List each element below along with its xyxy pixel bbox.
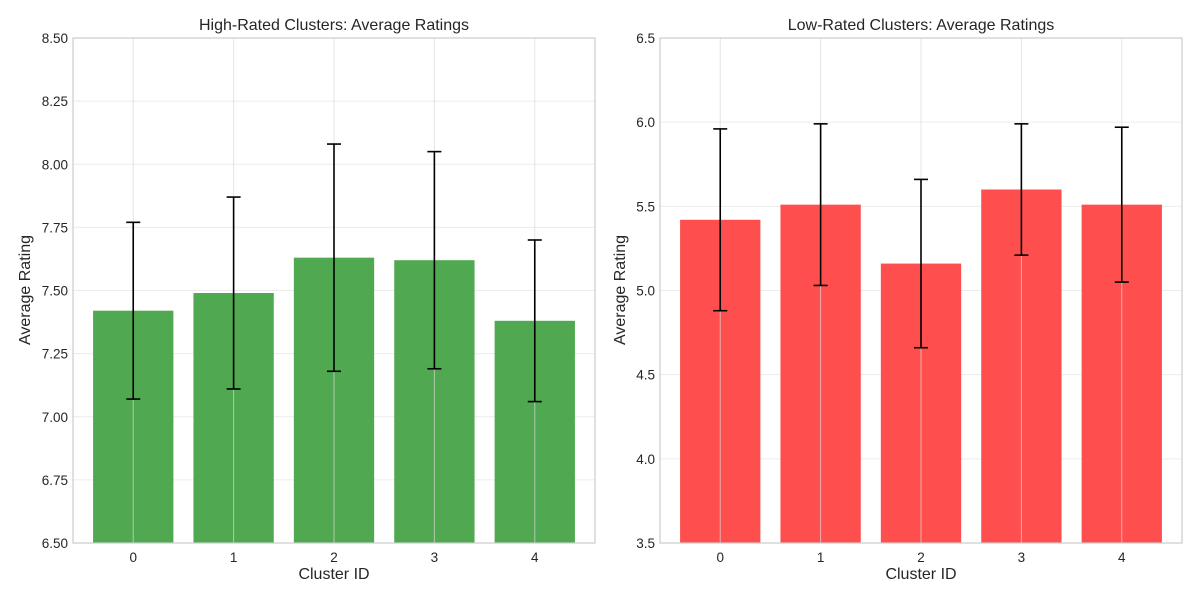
x-tick-label: 1 — [817, 550, 825, 565]
x-axis-label: Cluster ID — [885, 566, 956, 583]
x-tick-label: 1 — [230, 550, 238, 565]
chart-title: Low-Rated Clusters: Average Ratings — [788, 17, 1055, 34]
x-tick-label: 0 — [716, 550, 724, 565]
y-tick-label: 4.5 — [636, 368, 655, 383]
x-tick-label: 2 — [917, 550, 925, 565]
error-bar-cluster-3 — [427, 150, 442, 370]
error-bar-cluster-4 — [1114, 126, 1129, 283]
error-bar-cluster-3 — [1014, 123, 1029, 256]
y-tick-label: 5.5 — [636, 199, 655, 214]
high-rated-clusters-chart: High-Rated Clusters: Average Ratings Clu… — [17, 17, 596, 583]
error-bar-cluster-2 — [327, 143, 341, 373]
x-tick-label: 0 — [129, 550, 137, 565]
x-tick-label: 2 — [330, 550, 338, 565]
y-tick-label: 7.00 — [42, 410, 68, 425]
error-bar-cluster-2 — [914, 178, 928, 349]
error-bar-cluster-1 — [226, 196, 241, 390]
y-tick-label: 7.25 — [42, 347, 68, 362]
y-tick-label: 8.00 — [42, 157, 68, 172]
error-bar-cluster-1 — [813, 123, 828, 287]
plot-frame — [659, 37, 1183, 544]
y-tick-label: 6.75 — [42, 473, 68, 488]
y-tick-label: 8.50 — [42, 31, 68, 46]
error-bar-cluster-0 — [713, 128, 728, 312]
y-tick-label: 7.75 — [42, 220, 68, 235]
x-axis-label: Cluster ID — [298, 566, 369, 583]
x-tick-label: 4 — [1118, 550, 1126, 565]
y-tick-label: 6.5 — [636, 31, 655, 46]
error-bar-cluster-0 — [126, 221, 141, 400]
y-tick-label: 4.0 — [636, 452, 655, 467]
y-axis-label: Average Rating — [17, 235, 34, 345]
y-tick-label: 5.0 — [636, 284, 655, 299]
chart-title: High-Rated Clusters: Average Ratings — [199, 17, 469, 34]
low-rated-clusters-chart: Low-Rated Clusters: Average Ratings Clus… — [612, 17, 1183, 583]
x-tick-label: 4 — [531, 550, 539, 565]
x-tick-label: 3 — [431, 550, 439, 565]
y-tick-label: 6.50 — [42, 536, 68, 551]
x-tick-label: 3 — [1018, 550, 1026, 565]
error-bar-cluster-4 — [527, 239, 542, 403]
y-tick-label: 8.25 — [42, 94, 68, 109]
y-tick-label: 7.50 — [42, 284, 68, 299]
y-tick-label: 6.0 — [636, 115, 655, 130]
plot-frame — [72, 37, 596, 544]
y-axis-label: Average Rating — [612, 235, 629, 345]
y-tick-label: 3.5 — [636, 536, 655, 551]
